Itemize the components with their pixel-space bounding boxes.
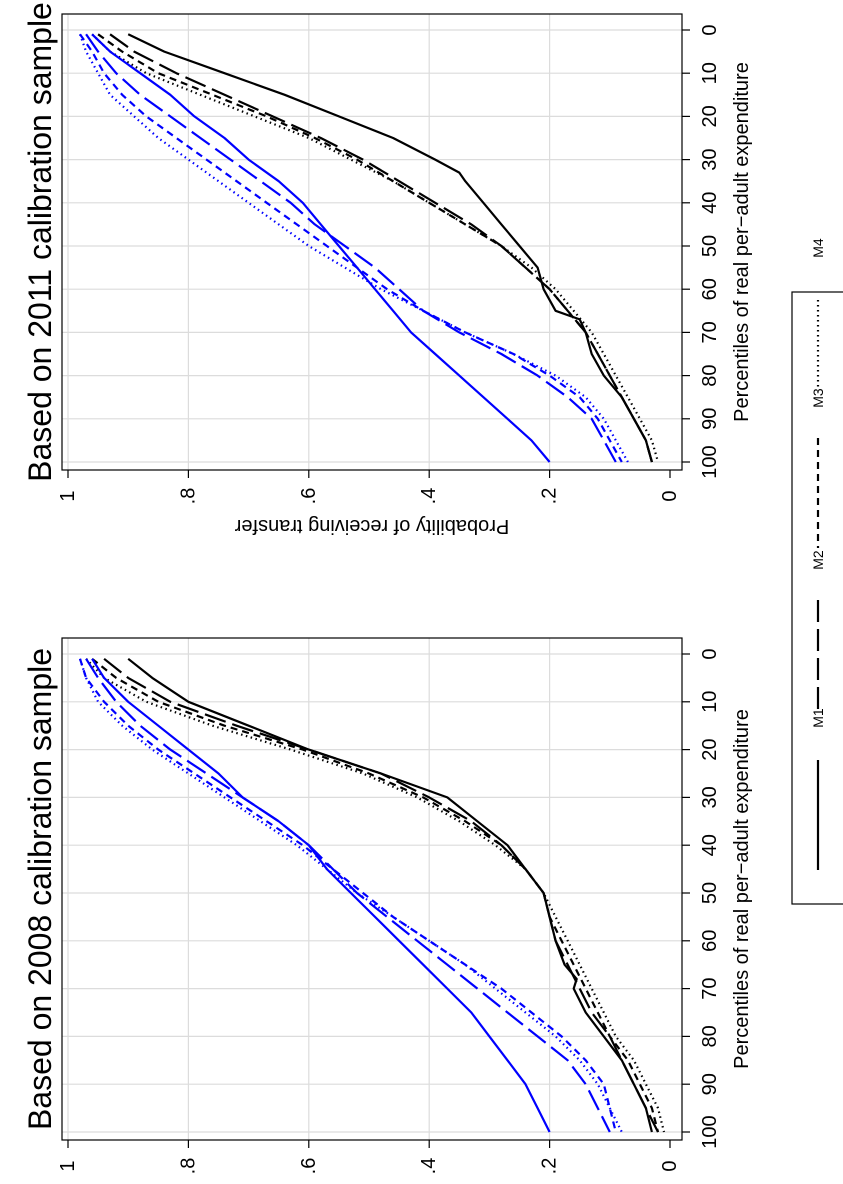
x-tick-label: 20 [699, 738, 721, 760]
chart-panel-1: 0 10 20 30 40 50 60 70 80 90 100 0 .2 .4 .6 .8 1 Based on… [22, 637, 753, 1175]
y-tick-label: .6 [298, 488, 320, 505]
series-line-black-m3 [97, 33, 653, 463]
x-tick-label: 70 [699, 977, 721, 999]
legend-label-m4: M4 [810, 238, 826, 258]
x-tick-label: 0 [699, 648, 721, 659]
y-axis-label: Probability of receiving transfer [234, 515, 509, 537]
y-tick-label: 0 [659, 1160, 681, 1171]
x-tick-label: 100 [699, 445, 721, 478]
x-tick-label: 30 [699, 786, 721, 808]
series-line-blue-m3 [79, 33, 623, 463]
y-tick-label: .4 [418, 488, 440, 505]
x-tick-label: 10 [699, 62, 721, 84]
legend: M1 M2 M3 M4 [791, 238, 843, 905]
y-tick-label: .2 [539, 1158, 561, 1175]
y-tick-label: .4 [418, 1158, 440, 1175]
chart-panel-2: 0 10 20 30 40 50 60 70 80 90 100 0 .2 .4 .6 .8 1 Based on… [22, 2, 753, 537]
x-tick-label: 90 [699, 1073, 721, 1095]
x-tick-label: 70 [699, 321, 721, 343]
series-line-black-m4 [85, 658, 666, 1133]
y-tick-label: 1 [57, 1160, 79, 1171]
x-tick-label: 0 [699, 24, 721, 35]
series-line-black-m2 [103, 657, 659, 1133]
chart-title: Based on 2008 calibration sample [22, 648, 58, 1130]
legend-label-m3: M3 [810, 388, 826, 408]
series-line-black-m4 [91, 33, 660, 463]
series-line-black-m1 [127, 33, 653, 463]
chart-title: Based on 2011 calibration sample [22, 2, 58, 482]
x-tick-label: 50 [699, 235, 721, 257]
series-line-blue-m2 [85, 33, 617, 463]
y-tick-label: .2 [539, 488, 561, 505]
y-tick-label: .8 [177, 1158, 199, 1175]
series-line-blue-m1 [91, 658, 551, 1133]
y-tick-label: .6 [298, 1158, 320, 1175]
x-tick-label: 80 [699, 364, 721, 386]
series-line-blue-m2 [85, 658, 611, 1133]
x-tick-label: 100 [699, 1115, 721, 1148]
series-line-blue-m4 [78, 33, 629, 463]
x-axis-label: Percentiles of real per−adult expenditur… [731, 62, 753, 422]
x-axis-label: Percentiles of real per−adult expenditur… [731, 709, 753, 1069]
series-line-black-m3 [91, 657, 660, 1133]
x-tick-label: 50 [699, 882, 721, 904]
legend-label-m2: M2 [810, 550, 826, 570]
x-tick-label: 90 [699, 408, 721, 430]
plot-frame [61, 637, 683, 1141]
plot-frame [61, 13, 683, 471]
x-tick-label: 20 [699, 105, 721, 127]
x-tick-label: 40 [699, 192, 721, 214]
legend-label-m1: M1 [810, 708, 826, 728]
x-tick-label: 40 [699, 834, 721, 856]
x-tick-label: 10 [699, 691, 721, 713]
y-tick-label: 0 [659, 490, 681, 501]
series-line-blue-m3 [78, 658, 617, 1133]
series-line-black-m1 [127, 657, 653, 1133]
x-tick-label: 60 [699, 278, 721, 300]
x-tick-label: 60 [699, 930, 721, 952]
x-tick-label: 30 [699, 148, 721, 170]
x-tick-label: 80 [699, 1025, 721, 1047]
series-line-blue-m1 [91, 33, 551, 463]
y-tick-label: .8 [177, 488, 199, 505]
series-line-black-m2 [109, 33, 653, 463]
y-tick-label: 1 [57, 490, 79, 501]
series-line-blue-m4 [78, 658, 623, 1133]
